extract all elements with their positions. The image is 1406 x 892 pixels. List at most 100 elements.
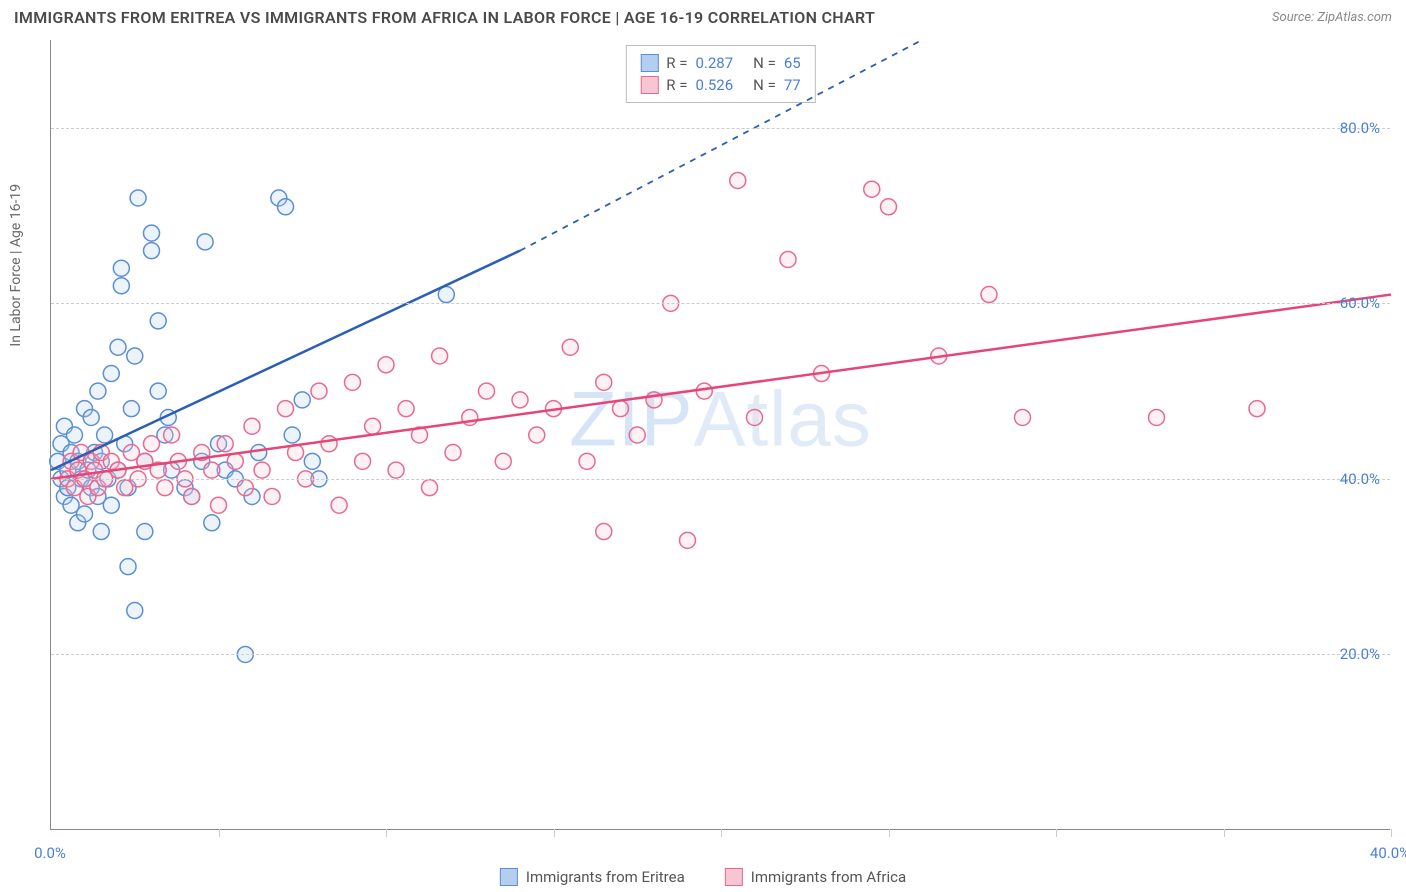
gridline-h bbox=[51, 654, 1390, 655]
scatter-point bbox=[127, 348, 143, 364]
scatter-point bbox=[345, 374, 361, 390]
scatter-point bbox=[150, 313, 166, 329]
gridline-h bbox=[51, 479, 1390, 480]
scatter-point bbox=[432, 348, 448, 364]
scatter-point bbox=[103, 497, 119, 513]
scatter-point bbox=[217, 436, 233, 452]
scatter-point bbox=[83, 409, 99, 425]
scatter-point bbox=[311, 383, 327, 399]
scatter-point bbox=[204, 462, 220, 478]
scatter-point bbox=[97, 427, 113, 443]
scatter-svg bbox=[51, 40, 1390, 829]
scatter-point bbox=[110, 339, 126, 355]
scatter-point bbox=[1149, 409, 1165, 425]
xtick-mark bbox=[721, 829, 722, 837]
scatter-point bbox=[278, 199, 294, 215]
xtick-mark bbox=[1391, 829, 1392, 837]
ytick-label: 40.0% bbox=[1340, 470, 1380, 488]
scatter-point bbox=[123, 401, 139, 417]
scatter-point bbox=[251, 445, 267, 461]
gridline-h bbox=[51, 128, 1390, 129]
legend-label: Immigrants from Africa bbox=[751, 868, 906, 886]
legend-item-africa: Immigrants from Africa bbox=[725, 868, 906, 886]
scatter-point bbox=[150, 383, 166, 399]
scatter-point bbox=[365, 418, 381, 434]
scatter-point bbox=[184, 488, 200, 504]
scatter-point bbox=[596, 524, 612, 540]
scatter-point bbox=[579, 453, 595, 469]
ytick-label: 80.0% bbox=[1340, 119, 1380, 137]
scatter-point bbox=[244, 418, 260, 434]
scatter-point bbox=[157, 480, 173, 496]
xtick-label: 40.0% bbox=[1370, 844, 1406, 862]
scatter-point bbox=[1249, 401, 1265, 417]
xtick-mark bbox=[386, 829, 387, 837]
scatter-point bbox=[93, 524, 109, 540]
scatter-point bbox=[629, 427, 645, 443]
scatter-point bbox=[596, 374, 612, 390]
source-label: Source: ZipAtlas.com bbox=[1272, 10, 1392, 25]
scatter-point bbox=[445, 445, 461, 461]
legend-label: Immigrants from Eritrea bbox=[526, 868, 685, 886]
scatter-point bbox=[981, 287, 997, 303]
scatter-point bbox=[331, 497, 347, 513]
scatter-point bbox=[120, 559, 136, 575]
scatter-point bbox=[137, 524, 153, 540]
scatter-point bbox=[1015, 409, 1031, 425]
scatter-point bbox=[144, 225, 160, 241]
scatter-point bbox=[77, 506, 93, 522]
scatter-point bbox=[284, 427, 300, 443]
trend-line-dashed bbox=[520, 40, 922, 251]
scatter-point bbox=[227, 453, 243, 469]
scatter-point bbox=[747, 409, 763, 425]
scatter-point bbox=[388, 462, 404, 478]
scatter-point bbox=[479, 383, 495, 399]
scatter-point bbox=[113, 260, 129, 276]
scatter-point bbox=[378, 357, 394, 373]
scatter-point bbox=[164, 427, 180, 443]
scatter-point bbox=[144, 436, 160, 452]
scatter-point bbox=[254, 462, 270, 478]
scatter-point bbox=[680, 532, 696, 548]
scatter-point bbox=[696, 383, 712, 399]
legend-item-eritrea: Immigrants from Eritrea bbox=[500, 868, 685, 886]
scatter-point bbox=[211, 497, 227, 513]
scatter-point bbox=[562, 339, 578, 355]
scatter-point bbox=[613, 401, 629, 417]
scatter-point bbox=[495, 453, 511, 469]
scatter-point bbox=[422, 480, 438, 496]
scatter-point bbox=[355, 453, 371, 469]
swatch-blue-icon bbox=[500, 868, 518, 886]
scatter-point bbox=[512, 392, 528, 408]
scatter-point bbox=[264, 488, 280, 504]
scatter-point bbox=[197, 234, 213, 250]
scatter-point bbox=[730, 172, 746, 188]
swatch-pink-icon bbox=[725, 868, 743, 886]
scatter-point bbox=[66, 427, 82, 443]
scatter-point bbox=[204, 515, 220, 531]
xtick-label: 0.0% bbox=[34, 844, 66, 862]
scatter-point bbox=[864, 181, 880, 197]
scatter-point bbox=[881, 199, 897, 215]
scatter-point bbox=[127, 603, 143, 619]
scatter-point bbox=[304, 453, 320, 469]
xtick-mark bbox=[219, 829, 220, 837]
xtick-mark bbox=[554, 829, 555, 837]
scatter-point bbox=[780, 251, 796, 267]
y-axis-label: In Labor Force | Age 16-19 bbox=[8, 184, 24, 347]
scatter-point bbox=[113, 278, 129, 294]
scatter-point bbox=[103, 366, 119, 382]
scatter-point bbox=[294, 392, 310, 408]
scatter-point bbox=[90, 383, 106, 399]
xtick-mark bbox=[1224, 829, 1225, 837]
legend-series: Immigrants from Eritrea Immigrants from … bbox=[500, 868, 906, 886]
scatter-point bbox=[398, 401, 414, 417]
scatter-point bbox=[237, 480, 253, 496]
ytick-label: 20.0% bbox=[1340, 645, 1380, 663]
plot-area: ZIPAtlas R = 0.287 N = 65 R = 0.526 N = … bbox=[50, 40, 1390, 830]
scatter-point bbox=[321, 436, 337, 452]
scatter-point bbox=[130, 190, 146, 206]
gridline-h bbox=[51, 303, 1390, 304]
scatter-point bbox=[529, 427, 545, 443]
xtick-mark bbox=[1056, 829, 1057, 837]
